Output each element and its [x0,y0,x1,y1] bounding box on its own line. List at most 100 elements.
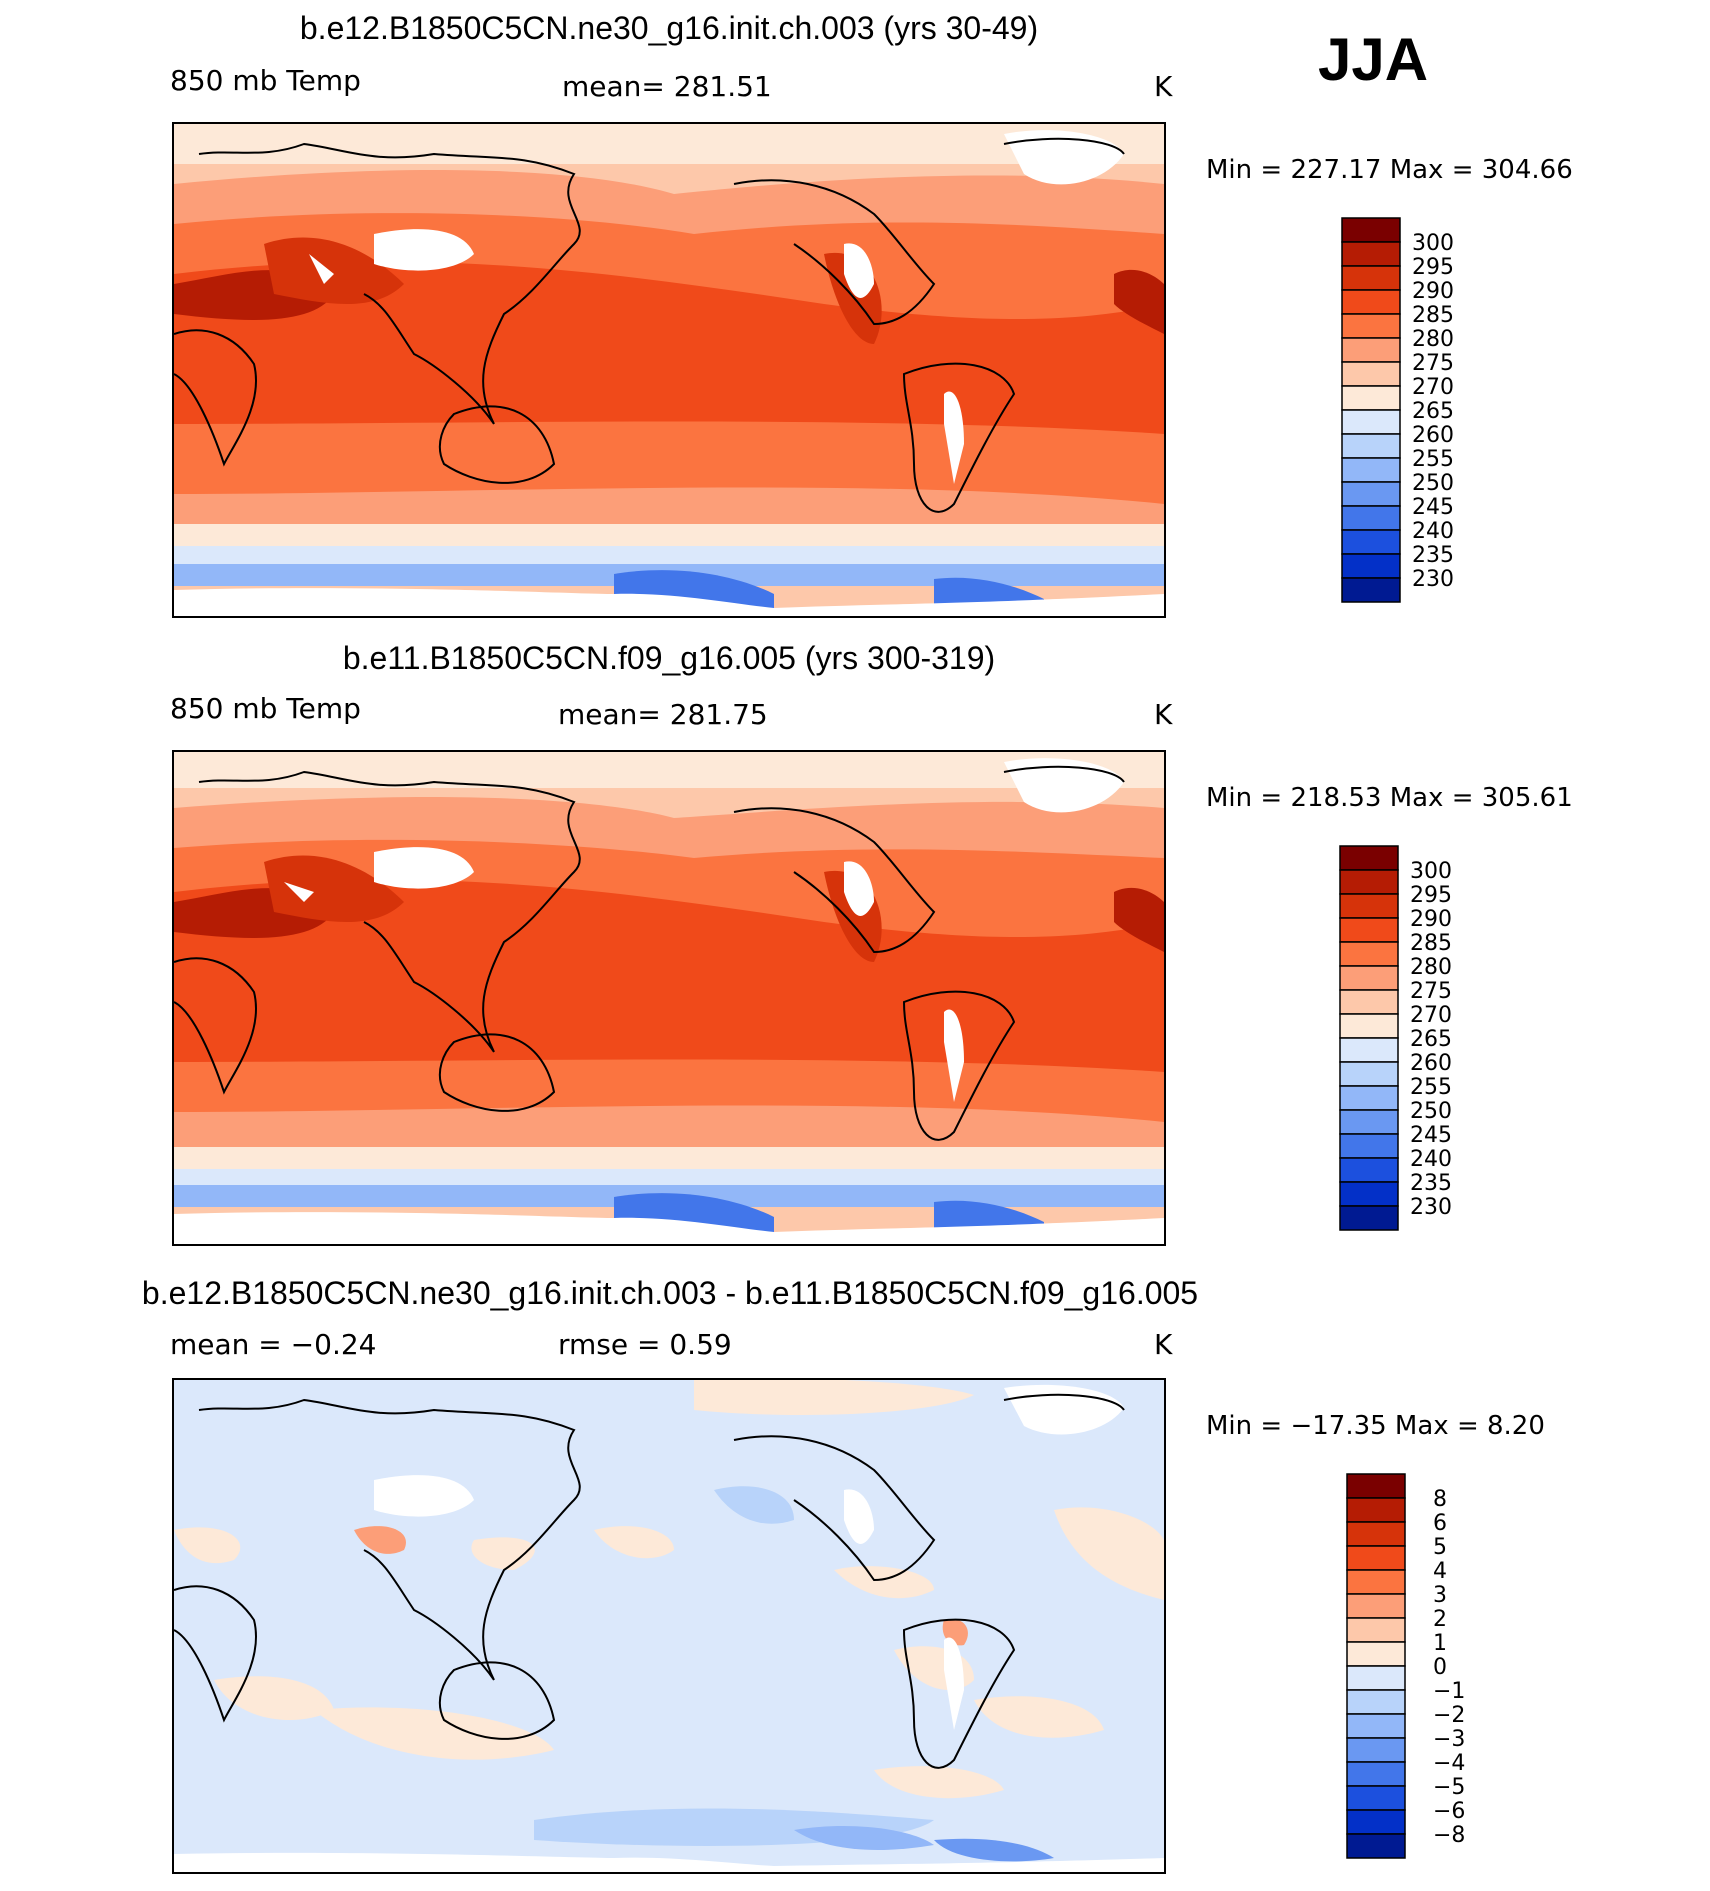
colorbar-label: 285 [1412,303,1454,328]
colorbar-swatch [1339,941,1399,967]
colorbar-swatch [1341,265,1401,291]
panel3-mean: mean = −0.24 [170,1328,377,1361]
colorbar-label: 290 [1412,279,1454,304]
colorbar-swatch [1339,1133,1399,1159]
colorbar-swatch [1341,361,1401,387]
colorbar-swatch [1341,241,1401,267]
colorbar-label: 260 [1410,1051,1452,1076]
colorbar-swatch [1346,1809,1406,1835]
panel1-title: b.e12.B1850C5CN.ne30_g16.init.ch.003 (yr… [299,10,1039,46]
colorbar-swatch [1339,869,1399,895]
colorbar-label: 270 [1412,375,1454,400]
panel1-map [172,122,1166,618]
colorbar-swatch [1346,1569,1406,1595]
panel3-units: K [1154,1328,1173,1361]
colorbar-swatch [1341,457,1401,483]
panel2-colorbar: 3002952902852802752702652602552502452402… [1339,845,1452,1231]
colorbar-swatch [1346,1761,1406,1787]
panel2-mean: mean= 281.75 [558,698,768,731]
colorbar-label: 1 [1433,1631,1447,1656]
colorbar-swatch [1339,1085,1399,1111]
colorbar-label: −8 [1433,1823,1465,1848]
colorbar-label: 3 [1433,1583,1447,1608]
colorbar-swatch [1341,577,1401,603]
colorbar-swatch [1346,1473,1406,1499]
colorbar-label: 6 [1433,1511,1447,1536]
colorbar-label: 275 [1412,351,1454,376]
colorbar-swatch [1346,1497,1406,1523]
colorbar-swatch [1339,845,1399,871]
colorbar-label: 250 [1412,471,1454,496]
colorbar-label: −3 [1433,1727,1465,1752]
panel1-minmax: Min = 227.17 Max = 304.66 [1206,155,1573,185]
panel1-variable: 850 mb Temp [170,64,361,97]
colorbar-label: 250 [1410,1099,1452,1124]
colorbar-label: −2 [1433,1703,1465,1728]
colorbar-swatch [1341,529,1401,555]
colorbar-swatch [1341,409,1401,435]
colorbar-label: 235 [1410,1171,1452,1196]
colorbar-swatch [1346,1593,1406,1619]
colorbar-label: 240 [1410,1147,1452,1172]
season-label: JJA [1318,26,1429,93]
colorbar-swatch [1341,313,1401,339]
colorbar-label: −4 [1433,1751,1465,1776]
panel2-map [172,750,1166,1246]
colorbar-label: 5 [1433,1535,1447,1560]
colorbar-swatch [1339,1013,1399,1039]
colorbar-label: 0 [1433,1655,1447,1680]
colorbar-swatch [1339,1109,1399,1135]
panel3-rmse: rmse = 0.59 [558,1328,732,1361]
colorbar-label: −1 [1433,1679,1465,1704]
colorbar-label: −6 [1433,1799,1465,1824]
colorbar-label: 235 [1412,543,1454,568]
colorbar-swatch [1346,1713,1406,1739]
colorbar-label: 300 [1412,231,1454,256]
colorbar-swatch [1341,433,1401,459]
panel3-minmax: Min = −17.35 Max = 8.20 [1206,1411,1545,1441]
colorbar-label: 300 [1410,859,1452,884]
colorbar-swatch [1346,1545,1406,1571]
colorbar-swatch [1339,1157,1399,1183]
colorbar-swatch [1339,965,1399,991]
panel1-mean: mean= 281.51 [562,70,772,103]
colorbar-label: 260 [1412,423,1454,448]
colorbar-label: 230 [1412,567,1454,592]
panel2-title: b.e11.B1850C5CN.f09_g16.005 (yrs 300-319… [342,640,996,676]
colorbar-label: 295 [1410,883,1452,908]
colorbar-swatch [1346,1833,1406,1859]
colorbar-swatch [1346,1737,1406,1763]
colorbar-label: −5 [1433,1775,1465,1800]
colorbar-label: 8 [1433,1487,1447,1512]
colorbar-label: 270 [1410,1003,1452,1028]
colorbar-swatch [1346,1617,1406,1643]
colorbar-swatch [1346,1689,1406,1715]
colorbar-label: 275 [1410,979,1452,1004]
colorbar-swatch [1339,917,1399,943]
colorbar-swatch [1339,1205,1399,1231]
colorbar-label: 280 [1410,955,1452,980]
panel2-variable: 850 mb Temp [170,692,361,725]
colorbar-swatch [1339,989,1399,1015]
colorbar-swatch [1346,1641,1406,1667]
colorbar-swatch [1339,1181,1399,1207]
colorbar-label: 255 [1410,1075,1452,1100]
panel1-colorbar: 3002952902852802752702652602552502452402… [1341,217,1454,603]
panel1-units: K [1154,70,1173,103]
colorbar-swatch [1341,553,1401,579]
colorbar-label: 240 [1412,519,1454,544]
panel2-units: K [1154,698,1173,731]
colorbar-swatch [1339,1037,1399,1063]
colorbar-swatch [1341,217,1401,243]
colorbar-swatch [1346,1665,1406,1691]
colorbar-swatch [1346,1521,1406,1547]
colorbar-swatch [1341,337,1401,363]
colorbar-label: 245 [1412,495,1454,520]
colorbar-swatch [1341,505,1401,531]
colorbar-swatch [1339,1061,1399,1087]
panel2-minmax: Min = 218.53 Max = 305.61 [1206,783,1573,813]
panel3-map [172,1378,1166,1874]
colorbar-label: 285 [1410,931,1452,956]
colorbar-label: 280 [1412,327,1454,352]
